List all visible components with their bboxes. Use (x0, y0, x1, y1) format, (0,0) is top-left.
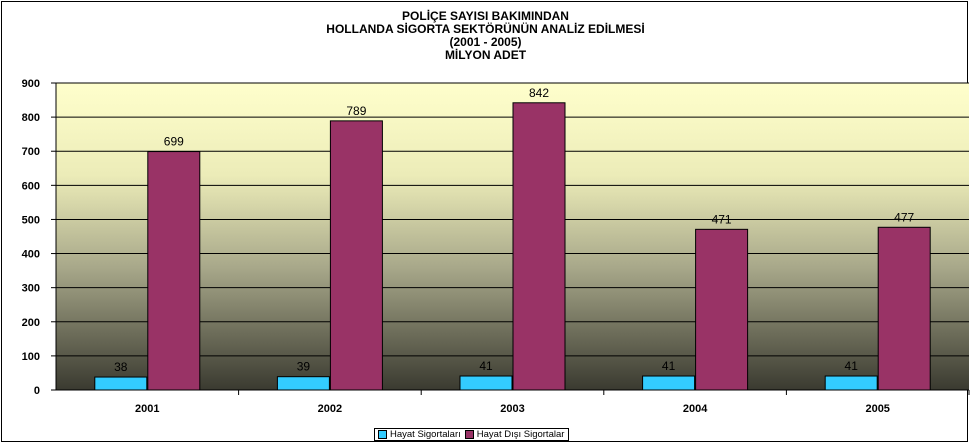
legend-item-nonlife: Hayat Dışı Sigortalar (464, 429, 565, 440)
y-tick-label: 100 (22, 351, 40, 363)
chart-title: POLİÇE SAYISI BAKIMINDAN HOLLANDA SİGORT… (0, 10, 971, 62)
data-label: 842 (529, 86, 549, 100)
y-tick-label: 300 (22, 283, 40, 295)
data-label: 789 (346, 104, 366, 118)
chart-title-line-1: POLİÇE SAYISI BAKIMINDAN (402, 9, 569, 23)
bar-life (459, 375, 513, 391)
bar-nonlife (695, 228, 749, 391)
legend-swatch-nonlife (464, 430, 474, 439)
y-tick-label: 700 (22, 146, 40, 158)
chart-title-line-4: MİLYON ADET (444, 48, 527, 62)
x-tick-label: 2002 (318, 403, 342, 415)
y-tick-label: 400 (22, 249, 40, 261)
x-tick-label: 2004 (683, 403, 708, 415)
axis-layer: 0 100 200 300 400 500 600 700 800 900 2001 2002 2003… (22, 78, 970, 415)
bars-layer (94, 102, 931, 391)
data-label: 477 (894, 210, 914, 224)
data-label: 471 (712, 212, 732, 226)
data-label: 38 (114, 360, 128, 374)
bar-life (276, 376, 330, 391)
bar-life (642, 375, 696, 391)
data-label: 41 (479, 359, 493, 373)
y-tick-label: 900 (22, 78, 40, 90)
y-tick-label: 0 (34, 385, 40, 397)
y-tick-label: 600 (22, 180, 40, 192)
legend-item-life: Hayat Sigortaları (378, 429, 461, 440)
labels-layer: 38 699 39 789 41 842 41 471 41 477 (114, 86, 914, 374)
bar-nonlife (877, 226, 931, 391)
x-tick-label: 2001 (135, 403, 159, 415)
bar-nonlife (329, 120, 383, 391)
data-label: 699 (164, 135, 184, 149)
legend: Hayat Sigortaları Hayat Dışı Sigortalar (374, 428, 570, 441)
x-tick-label: 2003 (500, 403, 524, 415)
data-label: 41 (845, 359, 859, 373)
data-label: 39 (297, 360, 311, 374)
y-tick-label: 200 (22, 317, 40, 329)
data-label: 41 (662, 359, 676, 373)
bar-life (94, 376, 148, 391)
bar-life (824, 375, 878, 391)
legend-label-nonlife: Hayat Dışı Sigortalar (476, 429, 565, 440)
x-tick-label: 2005 (865, 403, 889, 415)
y-tick-label: 500 (22, 214, 40, 226)
chart-title-line-3: (2001 - 2005) (449, 35, 522, 49)
legend-label-life: Hayat Sigortaları (390, 429, 461, 440)
y-tick-label: 800 (22, 112, 40, 124)
bar-nonlife (512, 102, 566, 391)
bar-nonlife (147, 151, 201, 391)
chart-title-line-2: HOLLANDA SİGORTA SEKTÖRÜNÜN ANALİZ EDİLM… (326, 22, 645, 36)
legend-swatch-life (378, 430, 387, 439)
